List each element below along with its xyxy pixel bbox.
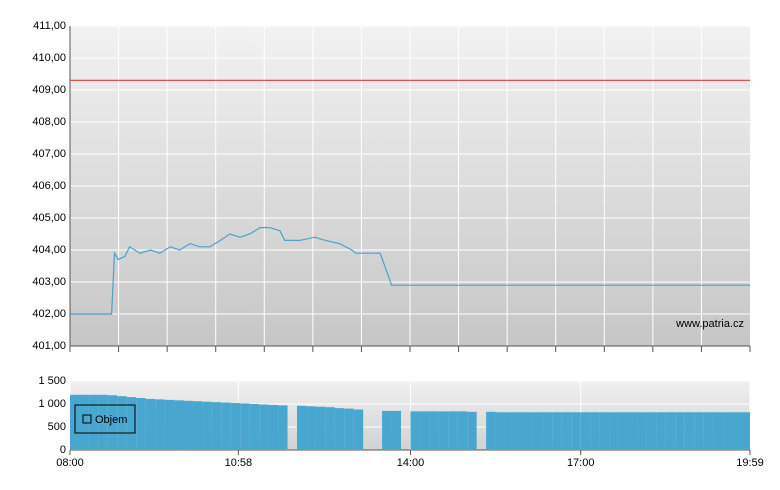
volume-bar — [618, 412, 628, 450]
volume-bar — [268, 404, 279, 450]
volume-bar — [164, 399, 175, 450]
volume-bar — [533, 412, 543, 450]
volume-bar — [192, 401, 203, 450]
volume-bar — [637, 412, 647, 450]
volume-bar — [486, 411, 496, 450]
volume-bar — [514, 412, 524, 450]
volume-bar — [315, 406, 326, 450]
y-tick-label: 500 — [48, 421, 66, 433]
x-tick-label: 14:00 — [397, 457, 425, 469]
volume-bar — [457, 411, 468, 450]
volume-bar — [344, 408, 354, 450]
y-tick-label: 1 500 — [38, 375, 66, 387]
volume-bar — [174, 400, 184, 450]
volume-bar — [561, 412, 572, 450]
y-tick-label: 409,00 — [32, 84, 66, 96]
legend-box — [74, 404, 136, 434]
volume-bar — [694, 412, 704, 450]
volume-bar — [722, 412, 733, 450]
volume-bar — [145, 398, 156, 450]
volume-bar — [429, 411, 439, 450]
legend-label: Objem — [95, 414, 127, 426]
volume-bar — [495, 412, 506, 450]
y-tick-label: 411,00 — [33, 20, 66, 32]
volume-bar — [505, 412, 515, 450]
watermark: www.patria.cz — [675, 318, 744, 330]
volume-bar — [88, 394, 99, 450]
y-tick-label: 410,00 — [32, 52, 66, 64]
price-line — [70, 227, 750, 315]
volume-bar — [382, 410, 392, 450]
volume-bar — [278, 405, 288, 450]
volume-bar — [656, 412, 666, 450]
volume-bar — [448, 411, 458, 450]
volume-bar — [306, 406, 316, 450]
x-tick-label: 10:58 — [225, 457, 253, 469]
x-tick-label: 17:00 — [567, 457, 595, 469]
volume-bar — [703, 412, 714, 450]
volume-bar — [542, 412, 553, 450]
volume-bar — [552, 412, 562, 450]
legend-swatch — [82, 414, 92, 424]
volume-bar — [230, 403, 241, 450]
y-tick-label: 404,00 — [32, 244, 66, 256]
volume-bar — [599, 412, 610, 450]
volume-bar — [741, 412, 750, 450]
volume-bar — [391, 410, 402, 450]
volume-bar — [590, 412, 600, 450]
volume-bar — [646, 412, 657, 450]
volume-bar — [211, 402, 222, 450]
volume-bar — [79, 394, 89, 450]
volume-bar — [684, 412, 695, 450]
volume-bar — [580, 412, 591, 450]
volume-bar — [713, 412, 723, 450]
volume-bar — [183, 400, 193, 450]
volume-bar — [732, 412, 742, 450]
volume-bar — [98, 394, 108, 450]
volume-bar — [136, 398, 146, 450]
y-tick-label: 405,00 — [32, 212, 66, 224]
y-tick-label: 408,00 — [32, 116, 66, 128]
x-tick-label: 08:00 — [56, 457, 84, 469]
volume-bar — [438, 411, 449, 450]
volume-bar — [609, 412, 619, 450]
volume-bar — [410, 411, 420, 450]
volume-bar — [353, 409, 364, 450]
volume-bar — [419, 411, 430, 450]
y-tick-label: 402,00 — [32, 308, 66, 320]
volume-bar — [221, 402, 231, 450]
volume-bar — [523, 412, 534, 450]
volume-bar — [249, 404, 260, 450]
volume-bar — [467, 411, 477, 450]
volume-bar — [202, 401, 212, 450]
volume-bar — [675, 412, 685, 450]
volume-bar — [259, 404, 269, 450]
volume-bar — [627, 412, 638, 450]
volume-bar — [240, 403, 250, 450]
y-tick-label: 401,00 — [32, 340, 66, 352]
y-tick-label: 403,00 — [32, 276, 66, 288]
y-tick-label: 407,00 — [32, 148, 66, 160]
volume-bar — [126, 397, 137, 450]
x-tick-label: 19:59 — [736, 457, 764, 469]
volume-bar — [665, 412, 676, 450]
volume-bar — [155, 399, 165, 450]
volume-bar — [571, 412, 581, 450]
y-tick-label: 406,00 — [32, 180, 66, 192]
y-tick-label: 1 000 — [38, 398, 66, 410]
volume-bar — [107, 395, 118, 450]
volume-bar — [117, 396, 127, 450]
volume-bar — [334, 408, 345, 450]
volume-bar — [296, 405, 307, 450]
y-tick-label: 0 — [60, 444, 66, 456]
volume-bar — [325, 407, 335, 450]
